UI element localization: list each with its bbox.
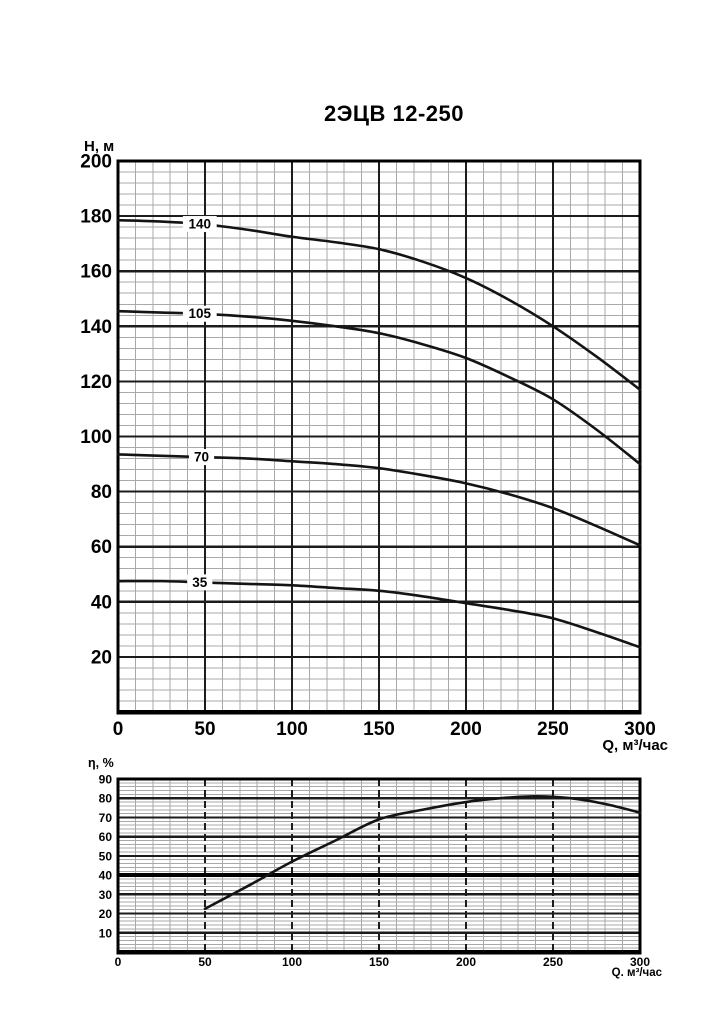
efficiency-chart-y-axis-label: η, % (88, 756, 114, 770)
curve-label-bg (188, 449, 215, 466)
curve-label-105: 105 (189, 306, 212, 321)
x-tick-150: 150 (363, 719, 395, 740)
y-tick-80: 80 (99, 792, 113, 806)
curve-label-bg (187, 574, 213, 591)
x-tick-200: 200 (450, 719, 482, 740)
y-tick-90: 90 (99, 773, 113, 787)
page-title: 2ЭЦВ 12-250 (324, 101, 464, 126)
x-tick-250: 250 (543, 955, 563, 969)
y-tick-40: 40 (91, 592, 112, 613)
x-tick-0: 0 (113, 719, 124, 740)
efficiency-chart-x-axis-label: Q. м³/час (611, 967, 662, 979)
y-tick-200: 200 (80, 152, 112, 173)
x-tick-50: 50 (198, 955, 212, 969)
curve-label-70: 70 (194, 450, 209, 465)
y-tick-140: 140 (80, 317, 112, 338)
y-tick-100: 100 (80, 427, 112, 448)
y-tick-160: 160 (80, 262, 112, 283)
x-tick-200: 200 (456, 955, 476, 969)
y-tick-120: 120 (80, 372, 112, 393)
y-tick-60: 60 (91, 537, 112, 558)
x-tick-150: 150 (369, 955, 389, 969)
x-tick-0: 0 (115, 955, 122, 969)
y-tick-30: 30 (99, 888, 113, 902)
y-tick-80: 80 (91, 482, 112, 503)
y-tick-70: 70 (99, 811, 113, 825)
x-tick-300: 300 (630, 955, 650, 969)
main-chart-x-axis-label: Q, м³/час (602, 737, 668, 754)
main-chart-y-axis-label: Н, м (84, 138, 115, 155)
x-tick-100: 100 (282, 955, 302, 969)
y-tick-180: 180 (80, 207, 112, 228)
y-tick-40: 40 (99, 869, 113, 883)
curve-η (203, 795, 642, 911)
y-tick-20: 20 (99, 907, 113, 921)
y-tick-60: 60 (99, 830, 113, 844)
y-tick-10: 10 (99, 926, 113, 940)
x-tick-250: 250 (537, 719, 569, 740)
y-tick-50: 50 (99, 849, 113, 863)
x-tick-50: 50 (194, 719, 215, 740)
x-tick-300: 300 (624, 719, 656, 740)
curve-label-bg (182, 305, 217, 322)
curve-label-35: 35 (192, 575, 208, 590)
curve-label-bg (182, 216, 217, 233)
curve-label-140: 140 (189, 217, 212, 232)
x-tick-100: 100 (276, 719, 308, 740)
y-tick-20: 20 (91, 647, 112, 668)
